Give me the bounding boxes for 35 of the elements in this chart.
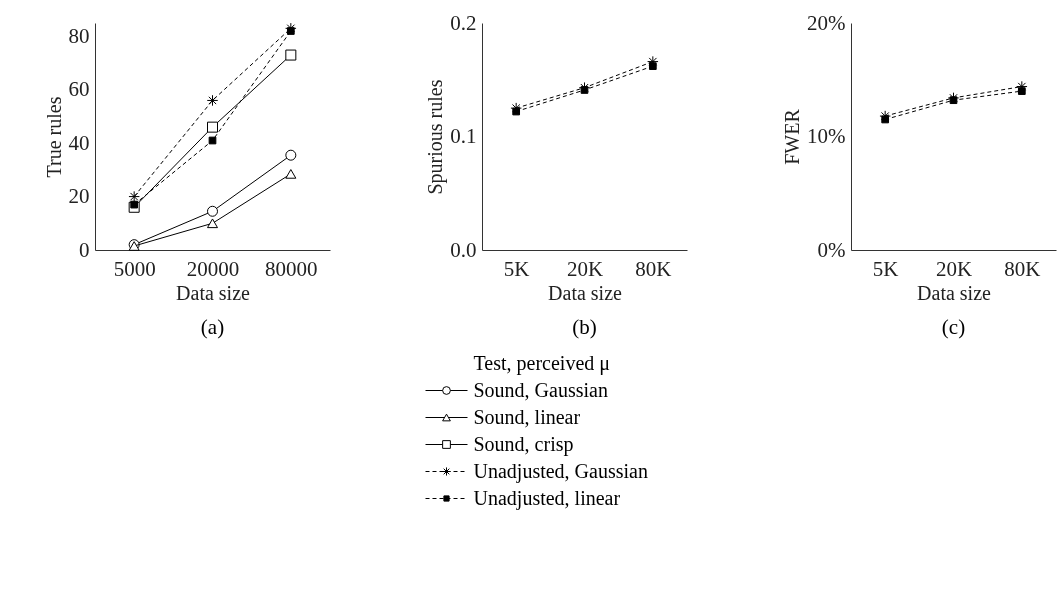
x-tick-label: 80000 — [265, 256, 318, 281]
legend-title: Test, perceived μ — [473, 351, 610, 375]
y-tick-label: 40 — [68, 130, 90, 155]
text: (b) — [572, 315, 597, 339]
text: (a) — [200, 315, 225, 339]
y-tick-label: 0.2 — [450, 10, 477, 35]
y-tick-label: 20 — [68, 184, 90, 209]
y-axis-title: FWER — [781, 108, 804, 165]
x-tick-label: 5000 — [113, 256, 156, 281]
legend-label: Unadjusted, linear — [473, 486, 621, 510]
x-tick-label: 5K — [503, 256, 530, 281]
y-axis-title: Spurious rules — [424, 79, 448, 195]
x-tick-label: 20K — [935, 256, 973, 281]
legend-label: Sound, linear — [473, 405, 581, 428]
x-tick-label: 20K — [566, 256, 604, 281]
x-tick-label: 20000 — [186, 256, 240, 281]
text: (c) — [941, 315, 966, 339]
legend-label: Unadjusted, Gaussian — [473, 459, 648, 483]
y-tick-label: 20% — [807, 10, 846, 35]
y-axis-title: True rules — [42, 96, 65, 178]
x-axis-title: Data size — [548, 281, 623, 304]
y-tick-label: 0% — [817, 237, 846, 262]
y-tick-label: 80 — [68, 23, 90, 48]
y-tick-label: 0.0 — [450, 237, 477, 262]
x-tick-label: 80K — [1004, 256, 1041, 281]
y-tick-label: 60 — [68, 77, 90, 102]
y-tick-label: 10% — [807, 124, 846, 148]
x-axis-title: Data size — [176, 281, 251, 304]
y-tick-label: 0.1 — [450, 124, 477, 148]
legend-label: Sound, crisp — [473, 432, 574, 456]
x-axis-title: Data size — [917, 281, 992, 304]
legend-label: Sound, Gaussian — [473, 378, 608, 401]
x-tick-label: 80K — [635, 256, 672, 281]
y-tick-label: 0 — [79, 237, 90, 262]
x-tick-label: 5K — [872, 256, 899, 281]
